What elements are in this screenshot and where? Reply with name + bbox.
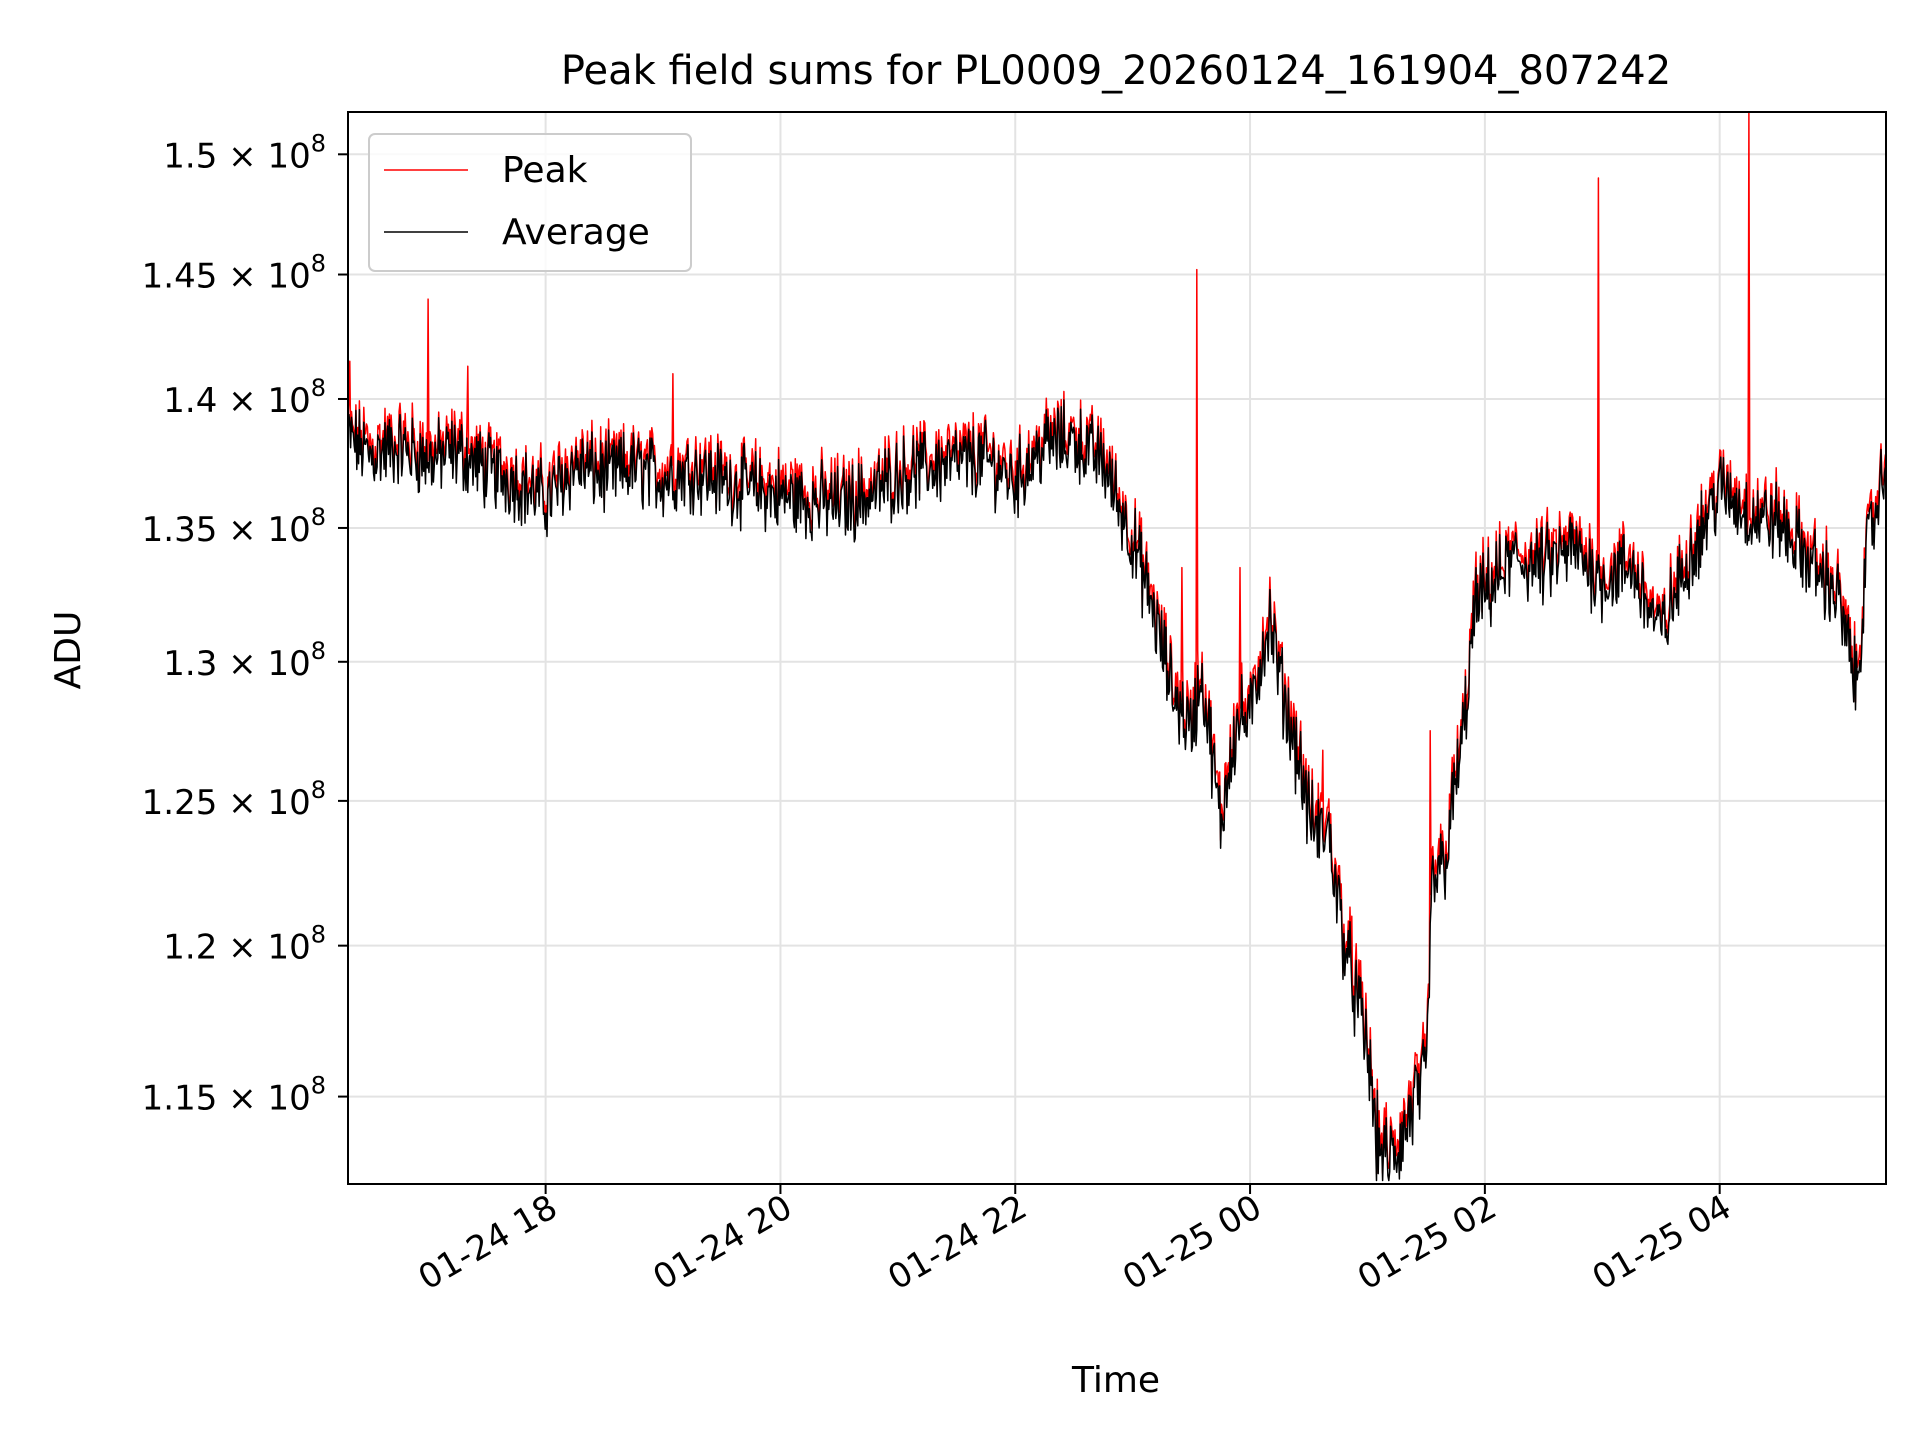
- y-tick-label: 1.35 × 108: [142, 503, 326, 550]
- axis-ticks: 1.15 × 108 1.2 × 108 1.25 × 108 1.3 × 108 1.…: [142, 129, 1739, 1298]
- y-tick-label: 1.15 × 108: [142, 1072, 326, 1119]
- y-tick-label: 1.3 × 108: [163, 637, 326, 684]
- legend-label-peak: Peak: [502, 150, 588, 191]
- plot-frame: [347, 111, 1887, 1185]
- chart-title: Peak field sums for PL0009_20260124_1619…: [561, 48, 1671, 94]
- legend: Peak Average: [368, 133, 692, 272]
- legend-box: [368, 133, 692, 272]
- y-tick-label: 1.4 × 108: [163, 374, 326, 421]
- data-series: [347, 111, 1887, 1182]
- x-axis-label: Time: [1071, 1360, 1160, 1401]
- series-line-average: [347, 399, 1887, 1182]
- y-tick-label: 1.25 × 108: [142, 776, 326, 823]
- y-tick-label: 1.45 × 108: [142, 250, 326, 297]
- y-tick-label: 1.2 × 108: [163, 921, 326, 968]
- y-axis-label: ADU: [48, 611, 89, 690]
- legend-label-average: Average: [502, 212, 650, 253]
- y-tick-label: 1.5 × 108: [163, 129, 326, 176]
